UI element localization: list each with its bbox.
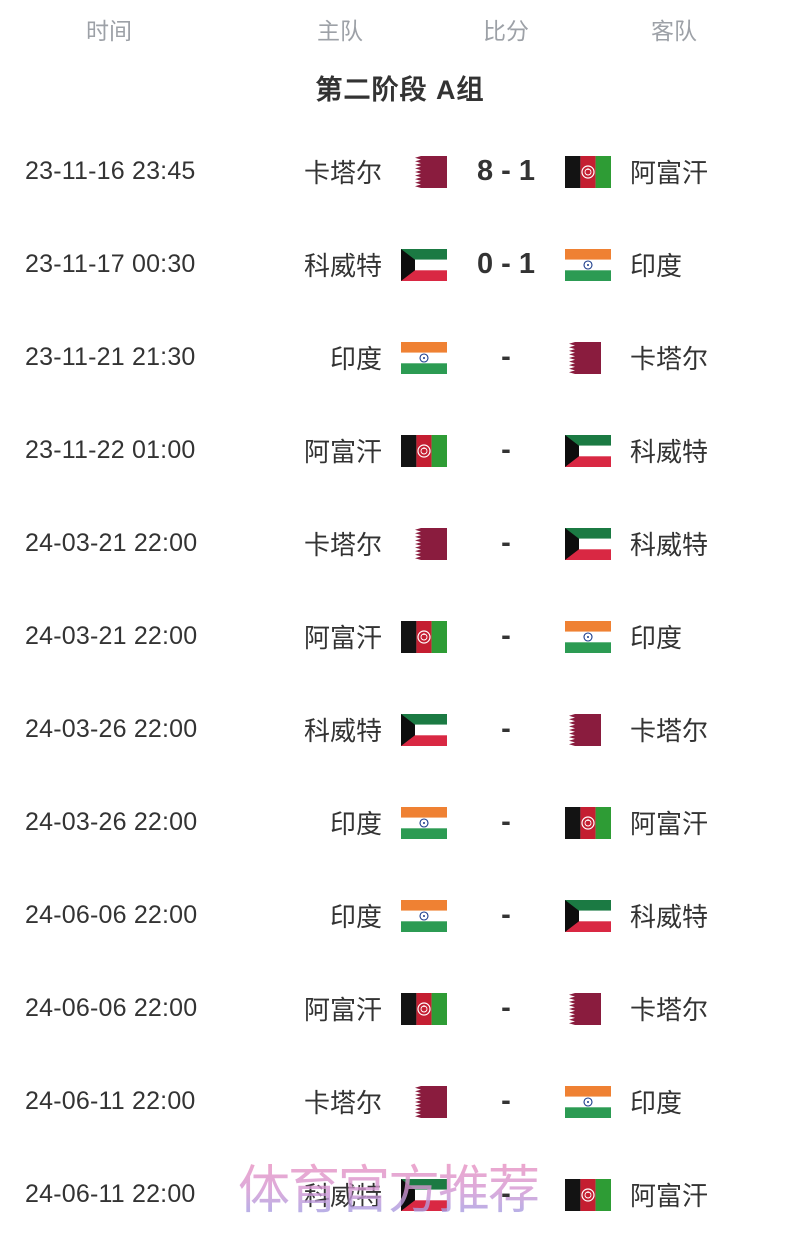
away-team-flag-icon [565, 155, 611, 188]
home-team-name: 科威特 [303, 716, 382, 746]
home-team-name: 阿富汗 [303, 437, 382, 467]
match-score: 0 - 1 [476, 248, 536, 280]
away-team-flag-icon [565, 1085, 611, 1118]
home-team-flag-icon [401, 341, 447, 374]
match-time: 24-03-21 22:00 [25, 622, 198, 650]
home-team-flag-icon [401, 713, 447, 746]
match-row[interactable]: 23-11-21 21:30 印度 - 卡塔尔 [0, 311, 800, 404]
home-team-name: 印度 [329, 809, 382, 839]
match-score: - [501, 527, 511, 559]
home-team-name: 卡塔尔 [303, 1088, 382, 1118]
away-team-flag-icon [565, 620, 611, 653]
match-score: - [501, 1178, 511, 1210]
match-score: - [501, 713, 511, 745]
home-team-name: 卡塔尔 [303, 158, 382, 188]
away-team-name: 卡塔尔 [630, 716, 709, 746]
home-team-name: 科威特 [303, 1181, 382, 1211]
home-team-flag-icon [401, 992, 447, 1025]
home-team-name: 阿富汗 [303, 995, 382, 1025]
home-team-flag-icon [401, 248, 447, 281]
away-team-flag-icon [565, 341, 601, 374]
match-time: 24-06-11 22:00 [25, 1180, 196, 1208]
match-row[interactable]: 24-06-06 22:00 印度 - 科威特 [0, 869, 800, 962]
away-team-name: 印度 [630, 1088, 683, 1118]
group-title: 第二阶段 A组 [315, 75, 485, 105]
home-team-flag-icon [411, 155, 447, 188]
away-team-name: 印度 [630, 623, 683, 653]
home-team-flag-icon [401, 806, 447, 839]
home-team-flag-icon [401, 434, 447, 467]
match-row[interactable]: 24-06-11 22:00 卡塔尔 - 印度 [0, 1055, 800, 1148]
match-time: 24-03-21 22:00 [25, 529, 198, 557]
match-row[interactable]: 24-03-26 22:00 科威特 - 卡塔尔 [0, 683, 800, 776]
match-row[interactable]: 24-03-21 22:00 卡塔尔 - 科威特 [0, 497, 800, 590]
home-team-flag-icon [401, 620, 447, 653]
home-team-name: 卡塔尔 [303, 530, 382, 560]
home-team-flag-icon [411, 1085, 447, 1118]
table-header: 时间 主队 比分 客队 [0, 0, 800, 58]
column-header-score: 比分 [483, 18, 529, 44]
away-team-name: 科威特 [630, 437, 709, 467]
away-team-flag-icon [565, 527, 611, 560]
away-team-flag-icon [565, 1178, 611, 1211]
away-team-name: 科威特 [630, 530, 709, 560]
home-team-name: 印度 [329, 344, 382, 374]
away-team-name: 印度 [630, 251, 683, 281]
match-time: 24-06-06 22:00 [25, 994, 198, 1022]
match-time: 23-11-17 00:30 [25, 250, 196, 278]
match-score: - [501, 899, 511, 931]
match-time: 23-11-22 01:00 [25, 436, 196, 464]
home-team-name: 印度 [329, 902, 382, 932]
away-team-flag-icon [565, 992, 601, 1025]
away-team-name: 阿富汗 [630, 158, 709, 188]
match-score: - [501, 620, 511, 652]
match-time: 24-06-06 22:00 [25, 901, 198, 929]
match-score: - [501, 992, 511, 1024]
away-team-name: 阿富汗 [630, 1181, 709, 1211]
match-row[interactable]: 24-03-26 22:00 印度 - 阿富汗 [0, 776, 800, 869]
match-time: 23-11-16 23:45 [25, 157, 196, 185]
match-score: - [501, 1085, 511, 1117]
match-row[interactable]: 23-11-22 01:00 阿富汗 - 科威特 [0, 404, 800, 497]
away-team-flag-icon [565, 248, 611, 281]
away-team-flag-icon [565, 434, 611, 467]
match-score: 8 - 1 [476, 155, 536, 187]
match-row[interactable]: 23-11-16 23:45 卡塔尔 8 - 1 阿富汗 [0, 125, 800, 218]
away-team-name: 卡塔尔 [630, 344, 709, 374]
away-team-name: 阿富汗 [630, 809, 709, 839]
match-score: - [501, 806, 511, 838]
match-row[interactable]: 23-11-17 00:30 科威特 0 - 1 印度 [0, 218, 800, 311]
match-row[interactable]: 24-06-11 22:00 科威特 - 阿富汗 [0, 1148, 800, 1241]
away-team-name: 卡塔尔 [630, 995, 709, 1025]
match-list: 23-11-16 23:45 卡塔尔 8 - 1 阿富汗 23-11-17 00… [0, 125, 800, 1241]
home-team-name: 阿富汗 [303, 623, 382, 653]
match-score: - [501, 434, 511, 466]
away-team-flag-icon [565, 713, 601, 746]
away-team-flag-icon [565, 806, 611, 839]
column-header-away: 客队 [651, 18, 697, 44]
match-score: - [501, 341, 511, 373]
match-time: 23-11-21 21:30 [25, 343, 196, 371]
column-header-home: 主队 [317, 18, 363, 44]
home-team-flag-icon [411, 527, 447, 560]
match-time: 24-06-11 22:00 [25, 1087, 196, 1115]
home-team-flag-icon [401, 899, 447, 932]
home-team-name: 科威特 [303, 251, 382, 281]
home-team-flag-icon [401, 1178, 447, 1211]
match-row[interactable]: 24-03-21 22:00 阿富汗 - 印度 [0, 590, 800, 683]
away-team-flag-icon [565, 899, 611, 932]
away-team-name: 科威特 [630, 902, 709, 932]
column-header-time: 时间 [86, 18, 132, 44]
match-time: 24-03-26 22:00 [25, 808, 198, 836]
match-time: 24-03-26 22:00 [25, 715, 198, 743]
match-row[interactable]: 24-06-06 22:00 阿富汗 - 卡塔尔 [0, 962, 800, 1055]
